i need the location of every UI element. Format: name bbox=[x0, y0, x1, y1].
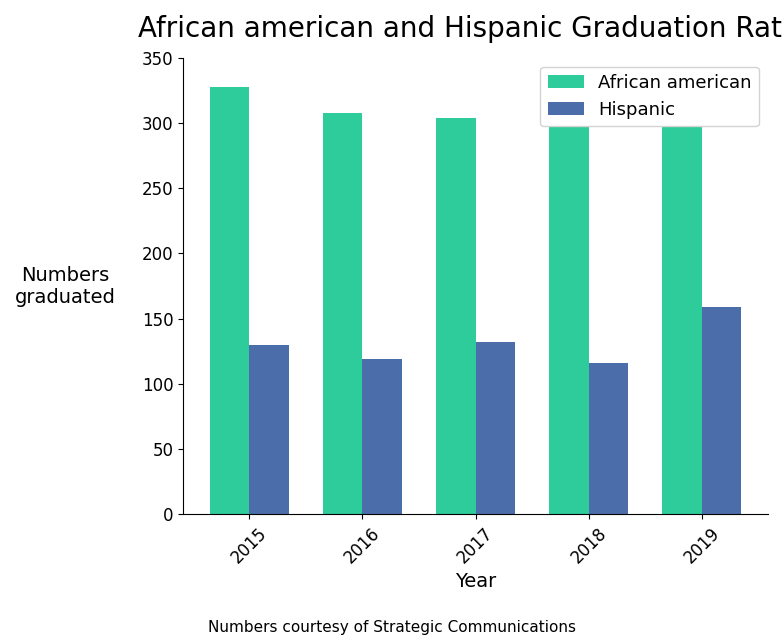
X-axis label: Year: Year bbox=[455, 572, 496, 591]
Text: Numbers courtesy of Strategic Communications: Numbers courtesy of Strategic Communicat… bbox=[207, 619, 576, 635]
Bar bbox=[210, 87, 249, 514]
Bar bbox=[249, 345, 289, 514]
Y-axis label: Numbers
graduated: Numbers graduated bbox=[15, 265, 116, 306]
Bar bbox=[549, 124, 589, 514]
Bar bbox=[323, 112, 363, 514]
Bar bbox=[363, 359, 402, 514]
Title: African american and Hispanic Graduation Rates: African american and Hispanic Graduation… bbox=[138, 15, 783, 43]
Bar bbox=[436, 118, 475, 514]
Bar bbox=[589, 363, 628, 514]
Bar bbox=[702, 307, 742, 514]
Bar bbox=[662, 87, 702, 514]
Legend: African american, Hispanic: African american, Hispanic bbox=[540, 67, 759, 126]
Bar bbox=[475, 342, 515, 514]
